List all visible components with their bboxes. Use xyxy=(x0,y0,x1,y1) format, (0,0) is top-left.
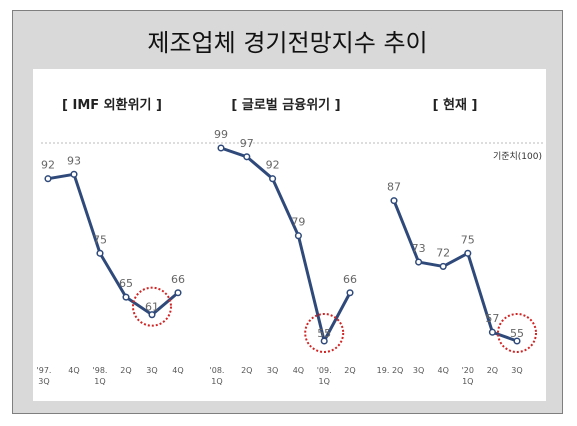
data-label: 65 xyxy=(119,277,133,290)
x-tick-label: 4Q xyxy=(293,366,304,375)
baseline-label: 기준치(100) xyxy=(493,150,542,162)
series-line xyxy=(392,200,518,343)
x-tick-label: 3Q xyxy=(267,366,278,375)
data-point xyxy=(439,262,447,270)
x-tick-label: 3Q xyxy=(511,366,522,375)
panel-title: [ 글로벌 금융위기 ] xyxy=(231,97,340,113)
data-point xyxy=(488,328,496,336)
data-point xyxy=(148,311,156,319)
data-label: 57 xyxy=(485,312,499,325)
data-point xyxy=(464,249,472,257)
x-tick-label: 2Q xyxy=(344,366,355,375)
x-tick-label: 1Q xyxy=(94,377,105,386)
series-line xyxy=(47,172,179,317)
x-tick-label: 1Q xyxy=(462,377,473,386)
chart-panel: 기준치(100) [ IMF 외환위기 ] 92 93 75 65 61 66 '97. 3Q 4… xyxy=(33,69,546,401)
data-point xyxy=(269,175,277,183)
data-label: 55 xyxy=(510,327,524,340)
highlight-circle xyxy=(132,286,172,327)
data-label: 97 xyxy=(240,137,254,150)
data-label: 87 xyxy=(387,181,401,194)
highlight-circle xyxy=(497,313,537,353)
data-point xyxy=(390,197,398,205)
data-label: 75 xyxy=(93,233,107,246)
x-tick-label: 1Q xyxy=(211,377,222,386)
x-tick-label: '08. xyxy=(210,366,225,375)
data-point xyxy=(96,249,104,257)
data-point xyxy=(122,293,130,301)
x-tick-label: 2Q xyxy=(487,366,498,375)
x-tick-label: 3Q xyxy=(38,377,49,386)
data-label: 73 xyxy=(412,242,426,255)
chart-svg: 기준치(100) [ IMF 외환위기 ] 92 93 75 65 61 66 '97. 3Q 4… xyxy=(37,97,543,386)
data-label: 66 xyxy=(343,273,357,286)
data-label: 99 xyxy=(214,128,228,141)
data-label: 79 xyxy=(291,216,305,229)
data-point xyxy=(346,289,354,297)
highlight-circle xyxy=(304,313,345,353)
x-tick-label: 19. 2Q xyxy=(377,366,404,375)
data-label: 92 xyxy=(266,159,280,172)
panel-title: [ 현재 ] xyxy=(433,97,478,113)
data-label: 93 xyxy=(67,154,81,167)
x-tick-label: '97. xyxy=(37,366,52,375)
data-point xyxy=(70,170,78,178)
data-label: 61 xyxy=(145,301,159,314)
x-tick-label: '09. xyxy=(317,366,332,375)
data-label: 92 xyxy=(41,159,55,172)
x-tick-label: 3Q xyxy=(146,366,157,375)
data-point xyxy=(217,144,225,152)
chart-frame: 제조업체 경기전망지수 추이 기준치(100) [ IMF 외환위기 ] 92 93… xyxy=(12,10,563,414)
x-tick-label: '98. xyxy=(93,366,108,375)
data-point xyxy=(320,337,328,345)
data-point xyxy=(415,258,423,266)
panel-title: [ IMF 외환위기 ] xyxy=(62,97,162,113)
data-label: 72 xyxy=(436,246,450,259)
x-tick-label: '20 xyxy=(462,366,474,375)
series-line xyxy=(220,146,352,343)
data-point xyxy=(513,337,521,345)
x-tick-label: 4Q xyxy=(438,366,449,375)
data-point xyxy=(174,289,182,297)
x-tick-label: 2Q xyxy=(241,366,252,375)
x-tick-label: 1Q xyxy=(319,377,330,386)
x-tick-label: 4Q xyxy=(172,366,183,375)
data-label: 66 xyxy=(171,273,185,286)
data-label: 55 xyxy=(317,327,331,340)
x-tick-label: 3Q xyxy=(413,366,424,375)
data-point xyxy=(243,153,251,161)
data-point xyxy=(44,175,52,183)
x-tick-label: 4Q xyxy=(68,366,79,375)
data-point xyxy=(294,232,302,240)
x-tick-label: 2Q xyxy=(120,366,131,375)
chart-title: 제조업체 경기전망지수 추이 xyxy=(147,28,428,57)
data-label: 75 xyxy=(461,233,475,246)
